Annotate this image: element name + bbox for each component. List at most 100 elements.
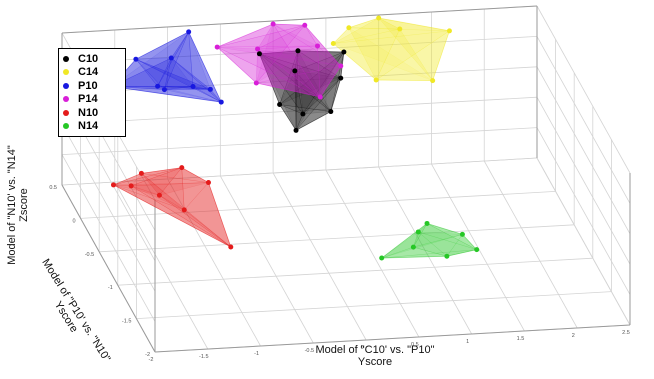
legend-item-c14: C14 (63, 66, 121, 80)
legend-label-c14: C14 (78, 66, 98, 78)
point-c14 (430, 78, 435, 83)
floor-grid-line (220, 176, 313, 343)
point-p14 (315, 43, 320, 48)
point-p14 (215, 45, 220, 50)
point-n10 (129, 183, 134, 188)
hull-n10 (113, 168, 230, 247)
x-tick-label: -1.5 (199, 354, 208, 360)
point-n10 (182, 207, 187, 212)
point-n10 (157, 193, 162, 198)
point-p10 (162, 87, 167, 92)
point-n10 (139, 171, 144, 176)
x-axis-label-line2: Yscore (300, 356, 450, 368)
point-c14 (331, 41, 336, 46)
legend-item-c10: C10 (63, 52, 121, 66)
x-tick-label: 2.5 (622, 330, 630, 336)
y-tick-label: -1 (108, 285, 113, 291)
floor-grid-line (118, 258, 593, 285)
point-c10 (338, 76, 343, 81)
point-c14 (376, 16, 381, 21)
hull-n14 (382, 223, 477, 258)
point-n10 (179, 165, 184, 170)
y-tick-label: -1.5 (122, 319, 131, 325)
y-tick-label: -2 (145, 352, 150, 358)
legend-label-n10: N10 (78, 107, 98, 119)
legend-label-p14: P14 (78, 93, 98, 105)
floor-grid-line (273, 173, 366, 340)
y-tick-label: 0.5 (49, 185, 57, 191)
point-p14 (318, 94, 323, 99)
legend-marker-n10 (63, 110, 69, 116)
point-p10 (155, 84, 160, 89)
side-wall-grid-line (62, 124, 155, 291)
x-tick-label: -1 (254, 351, 259, 357)
point-c10 (295, 48, 300, 53)
point-n14 (474, 247, 479, 252)
point-c10 (341, 50, 346, 55)
point-c14 (397, 27, 402, 32)
z-axis-label: Model of "N10' vs. "N14" Zscore (6, 130, 30, 280)
legend-label-n14: N14 (78, 120, 98, 132)
legend-marker-n14 (63, 123, 69, 129)
x-tick-label: 2 (572, 333, 575, 339)
point-p14 (255, 46, 260, 51)
side-wall-grid-line (537, 67, 630, 234)
point-n14 (411, 245, 416, 250)
point-n14 (460, 232, 465, 237)
point-c10 (300, 111, 305, 116)
legend-marker-p10 (63, 83, 69, 89)
point-c14 (374, 78, 379, 83)
legend-item-n10: N10 (63, 106, 121, 120)
legend-marker-c14 (63, 69, 69, 75)
point-n14 (416, 229, 421, 234)
point-n10 (228, 244, 233, 249)
point-c10 (292, 68, 297, 73)
point-p10 (190, 84, 195, 89)
x-tick-label: 1 (466, 339, 469, 345)
floor-grid-line (99, 225, 574, 252)
floor-grid-line (136, 292, 611, 319)
hull-p14 (217, 24, 341, 97)
point-c14 (346, 25, 351, 30)
point-p10 (133, 57, 138, 62)
legend-marker-c10 (63, 56, 69, 62)
z-axis-label-line1: Model of "N10' vs. "N14" (6, 130, 18, 280)
point-p10 (186, 29, 191, 34)
point-c10 (328, 109, 333, 114)
side-wall-grid-line (537, 158, 630, 325)
legend-item-n14: N14 (63, 120, 121, 134)
legend-label-c10: C10 (78, 53, 98, 65)
point-p14 (338, 64, 343, 69)
point-p10 (219, 100, 224, 105)
side-wall-grid-line (537, 128, 630, 295)
point-n14 (379, 256, 384, 261)
side-wall-grid-line (537, 97, 630, 264)
y-tick-label: -0.5 (85, 252, 94, 258)
floor-grid-line (484, 161, 577, 328)
point-c14 (447, 28, 452, 33)
point-p10 (169, 56, 174, 61)
z-axis-label-line2: Zscore (18, 130, 30, 280)
point-c10 (277, 102, 282, 107)
side-wall-grid-line (537, 6, 630, 173)
point-c10 (294, 128, 299, 133)
legend-item-p10: P10 (63, 79, 121, 93)
back-wall-grid-line (62, 128, 537, 155)
x-tick-label: 1.5 (517, 336, 525, 342)
point-n14 (444, 254, 449, 259)
point-n10 (111, 182, 116, 187)
side-wall-grid-line (537, 36, 630, 203)
cluster-hulls (112, 18, 477, 258)
point-c10 (257, 51, 262, 56)
point-p10 (208, 87, 213, 92)
legend-label-p10: P10 (78, 80, 98, 92)
point-n14 (425, 221, 430, 226)
y-tick-label: 0 (73, 218, 76, 224)
legend-item-p14: P14 (63, 93, 121, 107)
point-p14 (302, 23, 307, 28)
point-p14 (271, 22, 276, 27)
x-axis-label: Model of "C10' vs. "P10" Yscore (300, 344, 450, 368)
x-axis-label-line1: Model of "C10' vs. "P10" (300, 344, 450, 356)
hull-p10 (112, 32, 222, 102)
point-p14 (254, 80, 259, 85)
